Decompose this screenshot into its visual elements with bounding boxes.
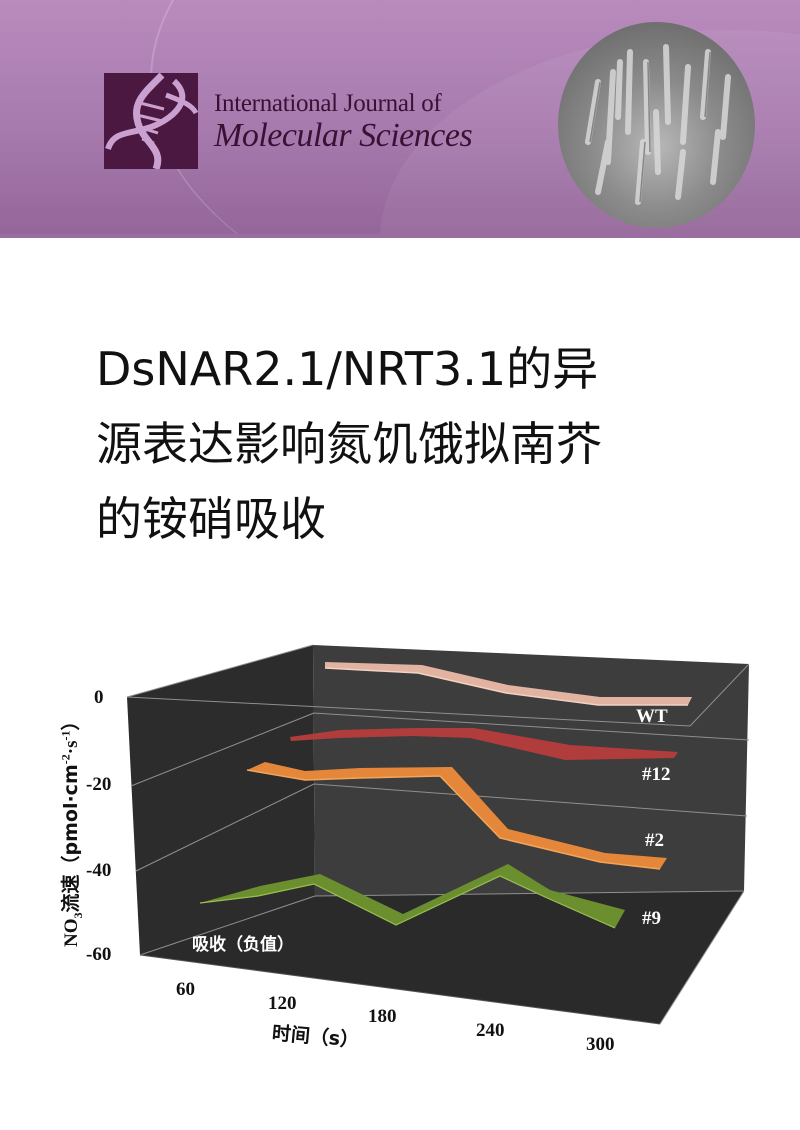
y-tick: -40 xyxy=(86,860,112,881)
x-tick: 60 xyxy=(176,979,195,1000)
y-tick: -20 xyxy=(86,774,112,795)
legend-label-2: #2 xyxy=(645,830,664,851)
x-tick: 120 xyxy=(268,993,297,1014)
y-axis-label: NO3流速（pmol·cm-2·s-1） xyxy=(58,711,85,948)
chart-back-wall xyxy=(313,645,749,896)
chart-side-wall xyxy=(127,645,315,955)
title-line-1: DsNAR2.1/NRT3.1的异 xyxy=(96,342,599,396)
banner-divider xyxy=(0,234,800,238)
journal-banner: International Journal of Molecular Scien… xyxy=(0,0,800,238)
article-title: DsNAR2.1/NRT3.1的异 源表达影响氮饥饿拟南芥 的铵硝吸收 xyxy=(96,332,736,557)
x-tick: 300 xyxy=(586,1034,615,1055)
journal-name-line2: Molecular Sciences xyxy=(214,117,473,154)
title-line-3: 的铵硝吸收 xyxy=(96,492,326,546)
sem-micrograph-image xyxy=(558,22,755,228)
absorption-annotation: 吸收（负值） xyxy=(192,935,294,955)
title-line-2: 源表达影响氮饥饿拟南芥 xyxy=(96,417,602,471)
y-tick: -60 xyxy=(86,944,112,965)
gridlines xyxy=(126,644,750,1025)
dna-helix-icon xyxy=(104,73,198,169)
x-tick: 240 xyxy=(476,1020,505,1041)
legend-label-9: #9 xyxy=(642,908,661,929)
legend-label-wt: WT xyxy=(636,706,668,727)
journal-name-line1: International Journal of xyxy=(214,90,442,117)
legend-label-12: #12 xyxy=(642,764,671,785)
y-tick: 0 xyxy=(94,687,104,708)
x-tick: 180 xyxy=(368,1006,397,1027)
chart-floor xyxy=(140,891,744,1024)
